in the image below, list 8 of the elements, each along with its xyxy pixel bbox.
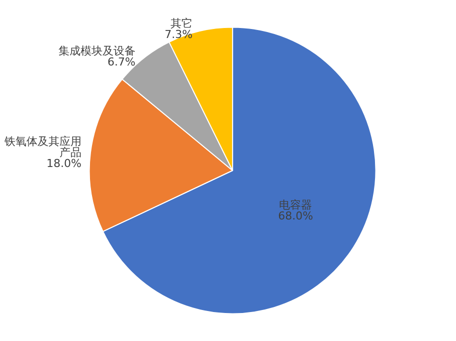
slice-label: 铁氧体及其应用产品 bbox=[3, 134, 82, 159]
slice-label: 其它 bbox=[170, 17, 193, 30]
slice-label: 集成模块及设备 bbox=[58, 44, 136, 58]
data-label: 18.0% bbox=[46, 156, 82, 170]
data-label: 6.7% bbox=[108, 56, 136, 69]
slice-label: 电容器 bbox=[279, 198, 312, 212]
data-label: 7.3% bbox=[164, 28, 193, 42]
data-label: 68.0% bbox=[278, 209, 314, 222]
